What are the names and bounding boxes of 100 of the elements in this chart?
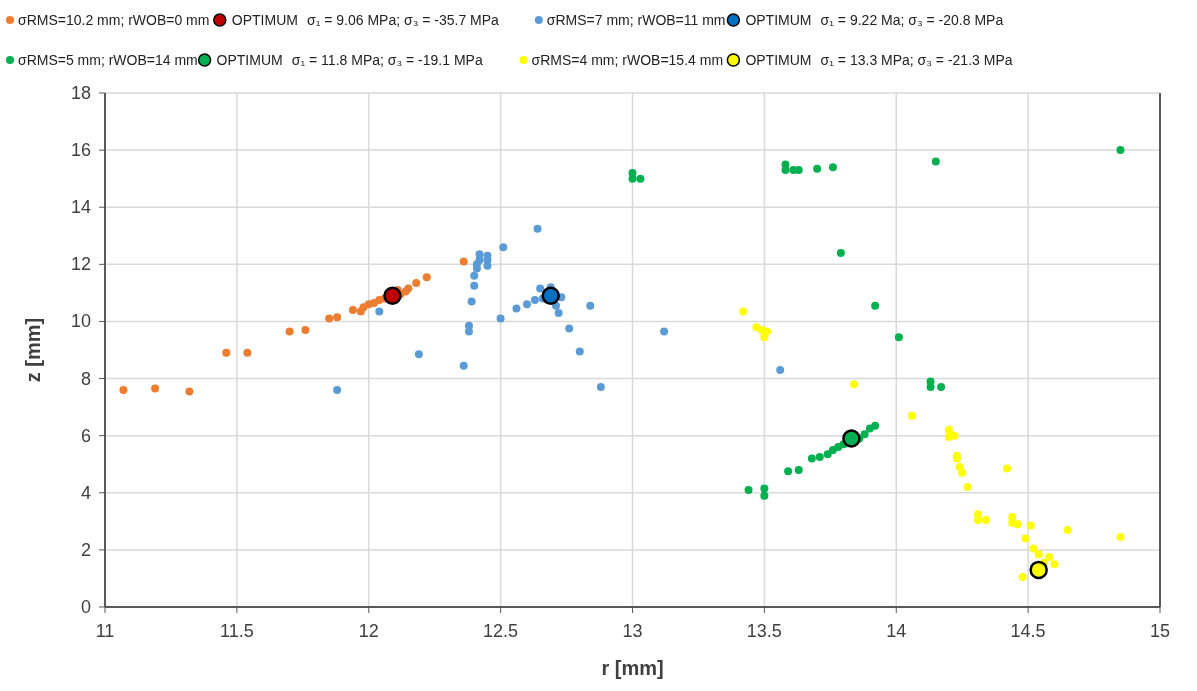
point [636, 174, 645, 183]
y-axis-title: z [mm] [22, 317, 44, 383]
y-tick-label: 2 [80, 539, 91, 560]
y-tick-label: 12 [70, 254, 91, 275]
point [945, 425, 953, 434]
point [499, 243, 508, 252]
point [412, 278, 421, 287]
point [871, 301, 880, 310]
y-tick-label: 10 [70, 311, 91, 332]
x-axis-title: r [mm] [601, 657, 664, 679]
text: σ₁ = 13.3 MPa; σ₃ = -21.3 MPa [820, 52, 1013, 68]
x-tick-label: 11 [95, 621, 115, 641]
point [470, 271, 479, 280]
point [1021, 534, 1030, 543]
point [596, 383, 605, 392]
legend-label: σRMS=7 mm; rWOB=11 mm [546, 12, 726, 28]
point [807, 454, 816, 463]
point [828, 163, 837, 172]
y-tick-label: 18 [70, 83, 91, 103]
point [1018, 573, 1027, 582]
y-tick-label: 14 [70, 197, 91, 218]
point [459, 257, 468, 266]
point [459, 361, 468, 370]
x-tick-label: 14 [886, 621, 907, 641]
text: σ₁ = 9.22 Ma; σ₃ = -20.8 MPa [820, 12, 1004, 28]
point [776, 365, 785, 374]
point [467, 297, 476, 306]
legend-label: σRMS=10.2 mm; rWOB=0 mm [18, 12, 210, 28]
point [185, 387, 194, 396]
point [523, 300, 531, 309]
legend-label: σRMS=5 mm; rWOB=14 mm [18, 52, 198, 68]
legend-label: OPTIMUM [745, 12, 812, 28]
point [1034, 550, 1043, 559]
point [815, 453, 824, 462]
point [1029, 544, 1038, 553]
point [823, 450, 832, 459]
point [836, 248, 845, 257]
point [375, 307, 384, 316]
x-tick-label: 11.5 [220, 621, 254, 641]
point [285, 327, 294, 336]
y-tick-label: 8 [80, 368, 91, 389]
x-tick-label: 12 [358, 621, 379, 641]
point [963, 483, 972, 492]
point [1045, 553, 1054, 562]
point [496, 314, 505, 323]
point [565, 324, 574, 333]
point [784, 467, 793, 476]
x-tick-label: 14.5 [1010, 621, 1046, 641]
point [1013, 520, 1022, 529]
point [813, 164, 822, 173]
point [530, 296, 539, 305]
point [1116, 146, 1125, 155]
point [760, 484, 769, 493]
x-tick-label: 12.5 [483, 621, 519, 641]
point [628, 174, 637, 183]
point [744, 485, 753, 494]
point [464, 321, 473, 330]
point [536, 284, 545, 293]
point [660, 327, 669, 336]
point [760, 491, 769, 500]
point [151, 384, 160, 393]
point [575, 347, 584, 356]
point [333, 313, 342, 322]
point [931, 157, 940, 166]
y-tick-label: 6 [80, 425, 91, 446]
point [950, 431, 959, 440]
point [1003, 464, 1012, 473]
point [1050, 560, 1059, 569]
legend-label: σRMS=4 mm; rWOB=15.4 mm [531, 52, 724, 68]
point [470, 281, 479, 290]
point [1116, 533, 1125, 542]
point [325, 314, 334, 323]
y-tick-label: 0 [80, 597, 91, 617]
point [554, 308, 563, 317]
point [794, 465, 803, 474]
point [781, 166, 790, 175]
point [586, 301, 595, 310]
x-tick-label: 13 [622, 621, 643, 641]
legend-label: OPTIMUM [745, 52, 812, 68]
legend-label: OPTIMUM [231, 12, 298, 28]
text: σ₁ = 11.8 MPa; σ₃ = -19.1 MPa [291, 52, 483, 68]
point [871, 421, 880, 430]
point [760, 333, 769, 342]
point [414, 350, 423, 359]
point [301, 326, 310, 335]
point [243, 348, 252, 357]
point [348, 306, 357, 315]
x-tick-label: 13.5 [746, 621, 782, 641]
point [850, 380, 859, 389]
point [1026, 521, 1035, 530]
y-tick-label: 4 [80, 482, 91, 503]
point [926, 383, 935, 392]
point [475, 250, 484, 259]
point [333, 385, 342, 394]
point [119, 385, 128, 394]
point [894, 333, 903, 342]
x-tick-label: 15 [1149, 621, 1171, 641]
point [739, 307, 748, 316]
point [222, 348, 231, 357]
point [981, 515, 990, 524]
